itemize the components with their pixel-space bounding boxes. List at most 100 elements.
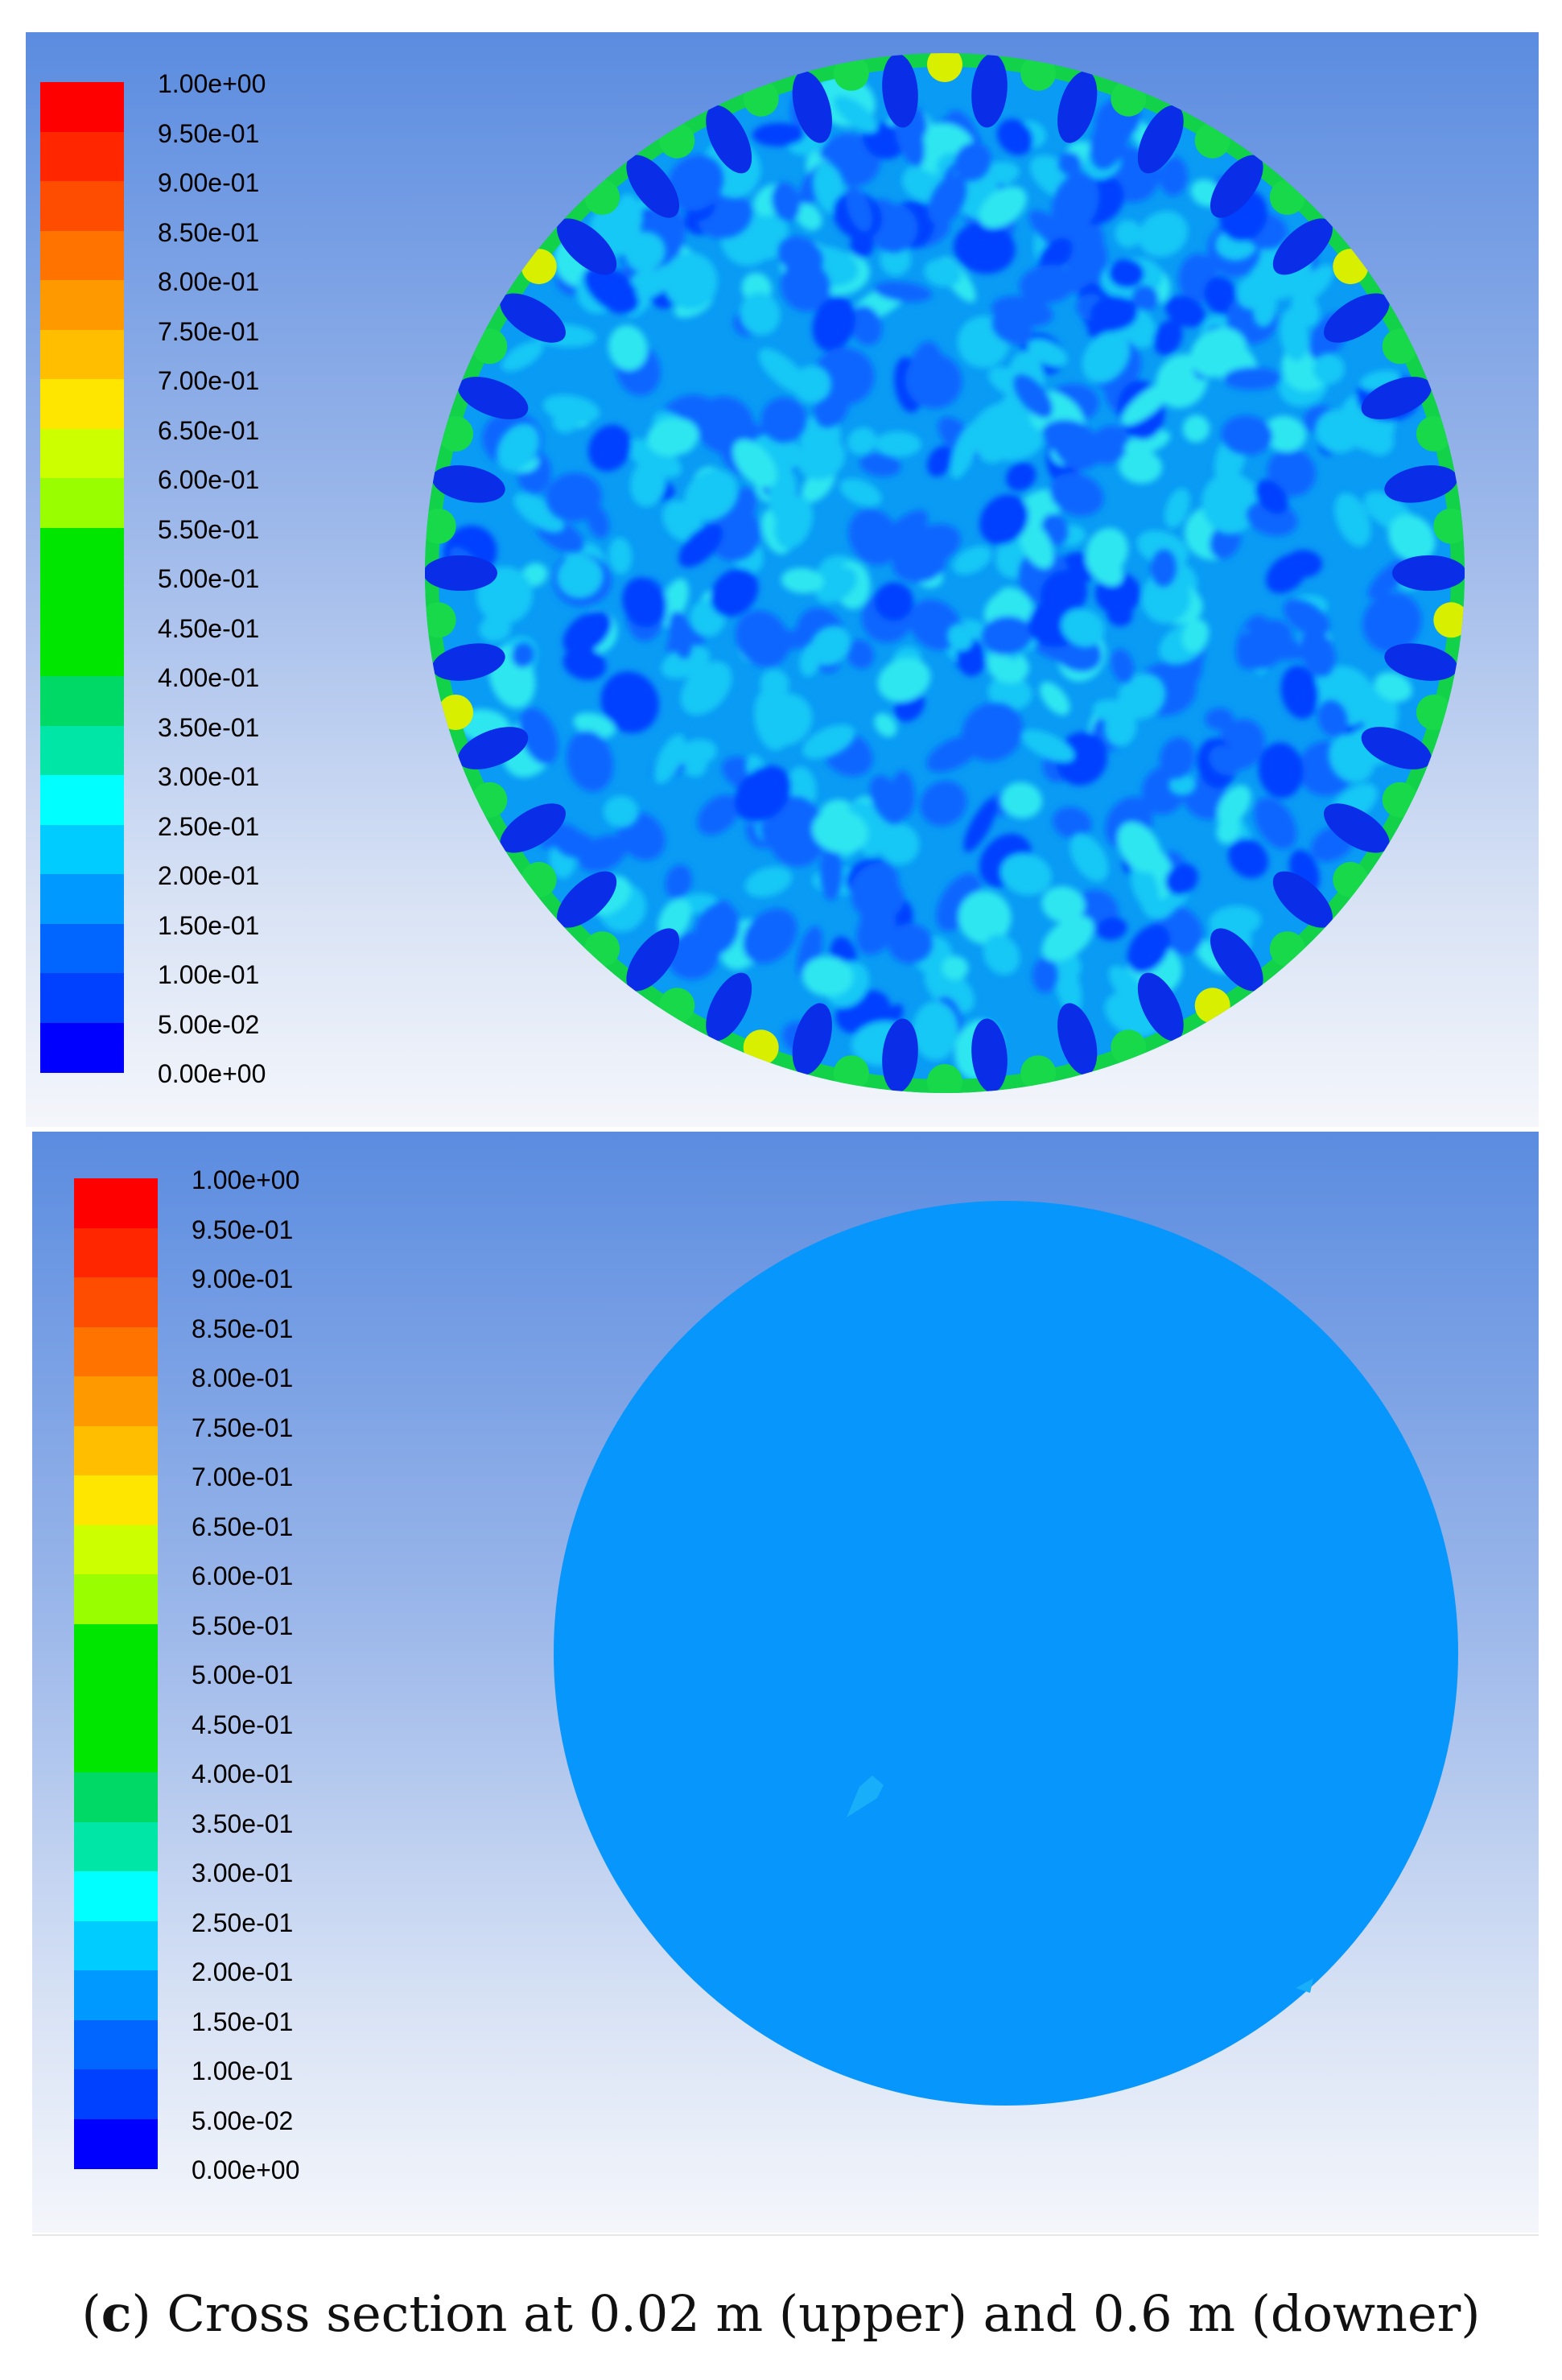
- contour-cell: [874, 281, 932, 303]
- contour-cell: [877, 509, 929, 559]
- contour-wall-peak: [927, 53, 962, 82]
- colorbar-tick-label: 0.00e+00: [158, 1059, 266, 1088]
- colorbar-swatch: [74, 2069, 158, 2120]
- contour-cell: [661, 646, 710, 679]
- contour-cell: [754, 688, 790, 751]
- colorbar-swatch: [74, 1425, 158, 1476]
- colorbar-swatch: [40, 478, 124, 529]
- contour-cell: [735, 610, 790, 668]
- contour-cell: [979, 186, 1027, 229]
- contour-cell: [812, 295, 856, 352]
- contour-cell: [552, 406, 581, 433]
- contour-wall-peak: [1111, 1029, 1147, 1066]
- contour-wall-peak: [743, 80, 779, 117]
- contour-wall-lobe: [971, 53, 1008, 128]
- contour-cell: [850, 862, 899, 910]
- colorbar-swatch: [40, 379, 124, 430]
- contour-cell: [1254, 797, 1297, 850]
- contour-wall-peak: [438, 695, 474, 730]
- contour-wall-lobe: [882, 1018, 918, 1093]
- contour-wall-peak: [1433, 602, 1465, 638]
- colorbar-tick-label: 1.00e+00: [192, 1165, 300, 1194]
- contour-cell: [927, 174, 968, 225]
- contour-cell: [1159, 736, 1195, 780]
- contour-wall-lobe: [1384, 643, 1458, 681]
- colorbar-tick-label: 2.50e-01: [158, 811, 260, 841]
- contour-wall-lobe: [1324, 803, 1390, 853]
- contour-cell: [668, 611, 693, 660]
- colorbar-swatch: [40, 1022, 124, 1073]
- contour-cell: [1150, 548, 1177, 588]
- contour-wall-peak: [927, 1064, 962, 1093]
- contour-cell: [1169, 774, 1196, 795]
- contour-cell: [1388, 514, 1436, 562]
- contour-wall-lobe: [431, 643, 505, 681]
- contour-wall-lobe: [1361, 727, 1432, 769]
- contour-wall-lobe: [1272, 218, 1333, 275]
- contour-cell: [695, 396, 755, 455]
- contour-cell: [1291, 291, 1320, 327]
- contour-cell: [954, 142, 992, 182]
- colorbar-swatch: [74, 1227, 158, 1278]
- contour-cell: [1317, 699, 1349, 737]
- colorbar-tick-label: 9.50e-01: [158, 118, 260, 148]
- contour-wall-peak: [833, 1055, 869, 1091]
- contour-cell: [1111, 648, 1135, 684]
- colorbar-tick-label: 0.00e+00: [192, 2155, 300, 2184]
- contour-wall-lobe: [500, 803, 566, 853]
- contour-cell: [1253, 287, 1277, 327]
- contour-cell: [814, 567, 857, 604]
- contour-cell: [1205, 707, 1234, 731]
- contour-cell: [1138, 211, 1189, 258]
- colorbar-tick-label: 4.00e-01: [158, 663, 260, 692]
- contour-cell: [501, 340, 544, 372]
- colorbar-tick-label: 3.50e-01: [158, 712, 260, 742]
- contour-cell: [1097, 917, 1127, 941]
- contour-wall-peak: [1416, 695, 1452, 730]
- contour-cell: [795, 203, 822, 231]
- contour-cell: [1049, 472, 1104, 517]
- contour-cell: [545, 472, 602, 522]
- contour-cell: [1182, 415, 1210, 443]
- contour-wall-lobe: [882, 53, 918, 128]
- contour-wall-peak: [584, 179, 620, 215]
- contour-cell: [1000, 782, 1043, 819]
- colorbar-swatch: [40, 181, 124, 232]
- contour-cell: [1032, 957, 1059, 993]
- contour-cell: [1329, 734, 1374, 783]
- colorbar-tick-label: 6.00e-01: [192, 1561, 294, 1590]
- colorbar-swatch: [74, 1524, 158, 1575]
- contour-wall-lobe: [1210, 155, 1263, 218]
- contour-cell: [1130, 863, 1160, 911]
- upper-contour-panel: 1.00e+00 9.50e-01 9.00e-01 8.50e-01 8.00e-01…: [26, 32, 1539, 1127]
- contour-cell: [549, 823, 588, 859]
- colorbar-swatch: [40, 824, 124, 875]
- contour-cell: [1221, 415, 1273, 456]
- colorbar-swatch: [40, 775, 124, 826]
- colorbar-swatch: [40, 527, 124, 578]
- colorbar-tick-label: 1.00e+00: [158, 69, 266, 98]
- contour-cell: [760, 397, 807, 443]
- contour-cell: [752, 122, 806, 146]
- contour-cell: [680, 661, 732, 716]
- colorbar-tick-label: 6.50e-01: [192, 1512, 294, 1541]
- lower-section-patch-edge: [1296, 1978, 1313, 1993]
- contour-cell: [987, 675, 1032, 711]
- contour-cell: [771, 182, 801, 222]
- colorbar-swatch: [74, 1772, 158, 1823]
- contour-cell: [678, 523, 723, 567]
- contour-cell: [979, 494, 1028, 546]
- colorbar-tick-label: 5.00e-01: [158, 564, 260, 593]
- contour-wall-lobe: [706, 972, 752, 1042]
- contour-cell: [511, 641, 535, 668]
- contour-wall-lobe: [792, 71, 832, 143]
- colorbar-tick-label: 1.50e-01: [158, 910, 260, 940]
- contour-wall-peak: [438, 416, 474, 452]
- contour-cell: [877, 658, 931, 703]
- contour-cell: [874, 582, 913, 621]
- contour-cell: [1263, 415, 1307, 452]
- contour-cell: [1223, 366, 1281, 390]
- contour-cell: [1228, 838, 1269, 879]
- colorbar-tick-label: 8.50e-01: [158, 217, 260, 247]
- contour-cell: [1052, 806, 1092, 839]
